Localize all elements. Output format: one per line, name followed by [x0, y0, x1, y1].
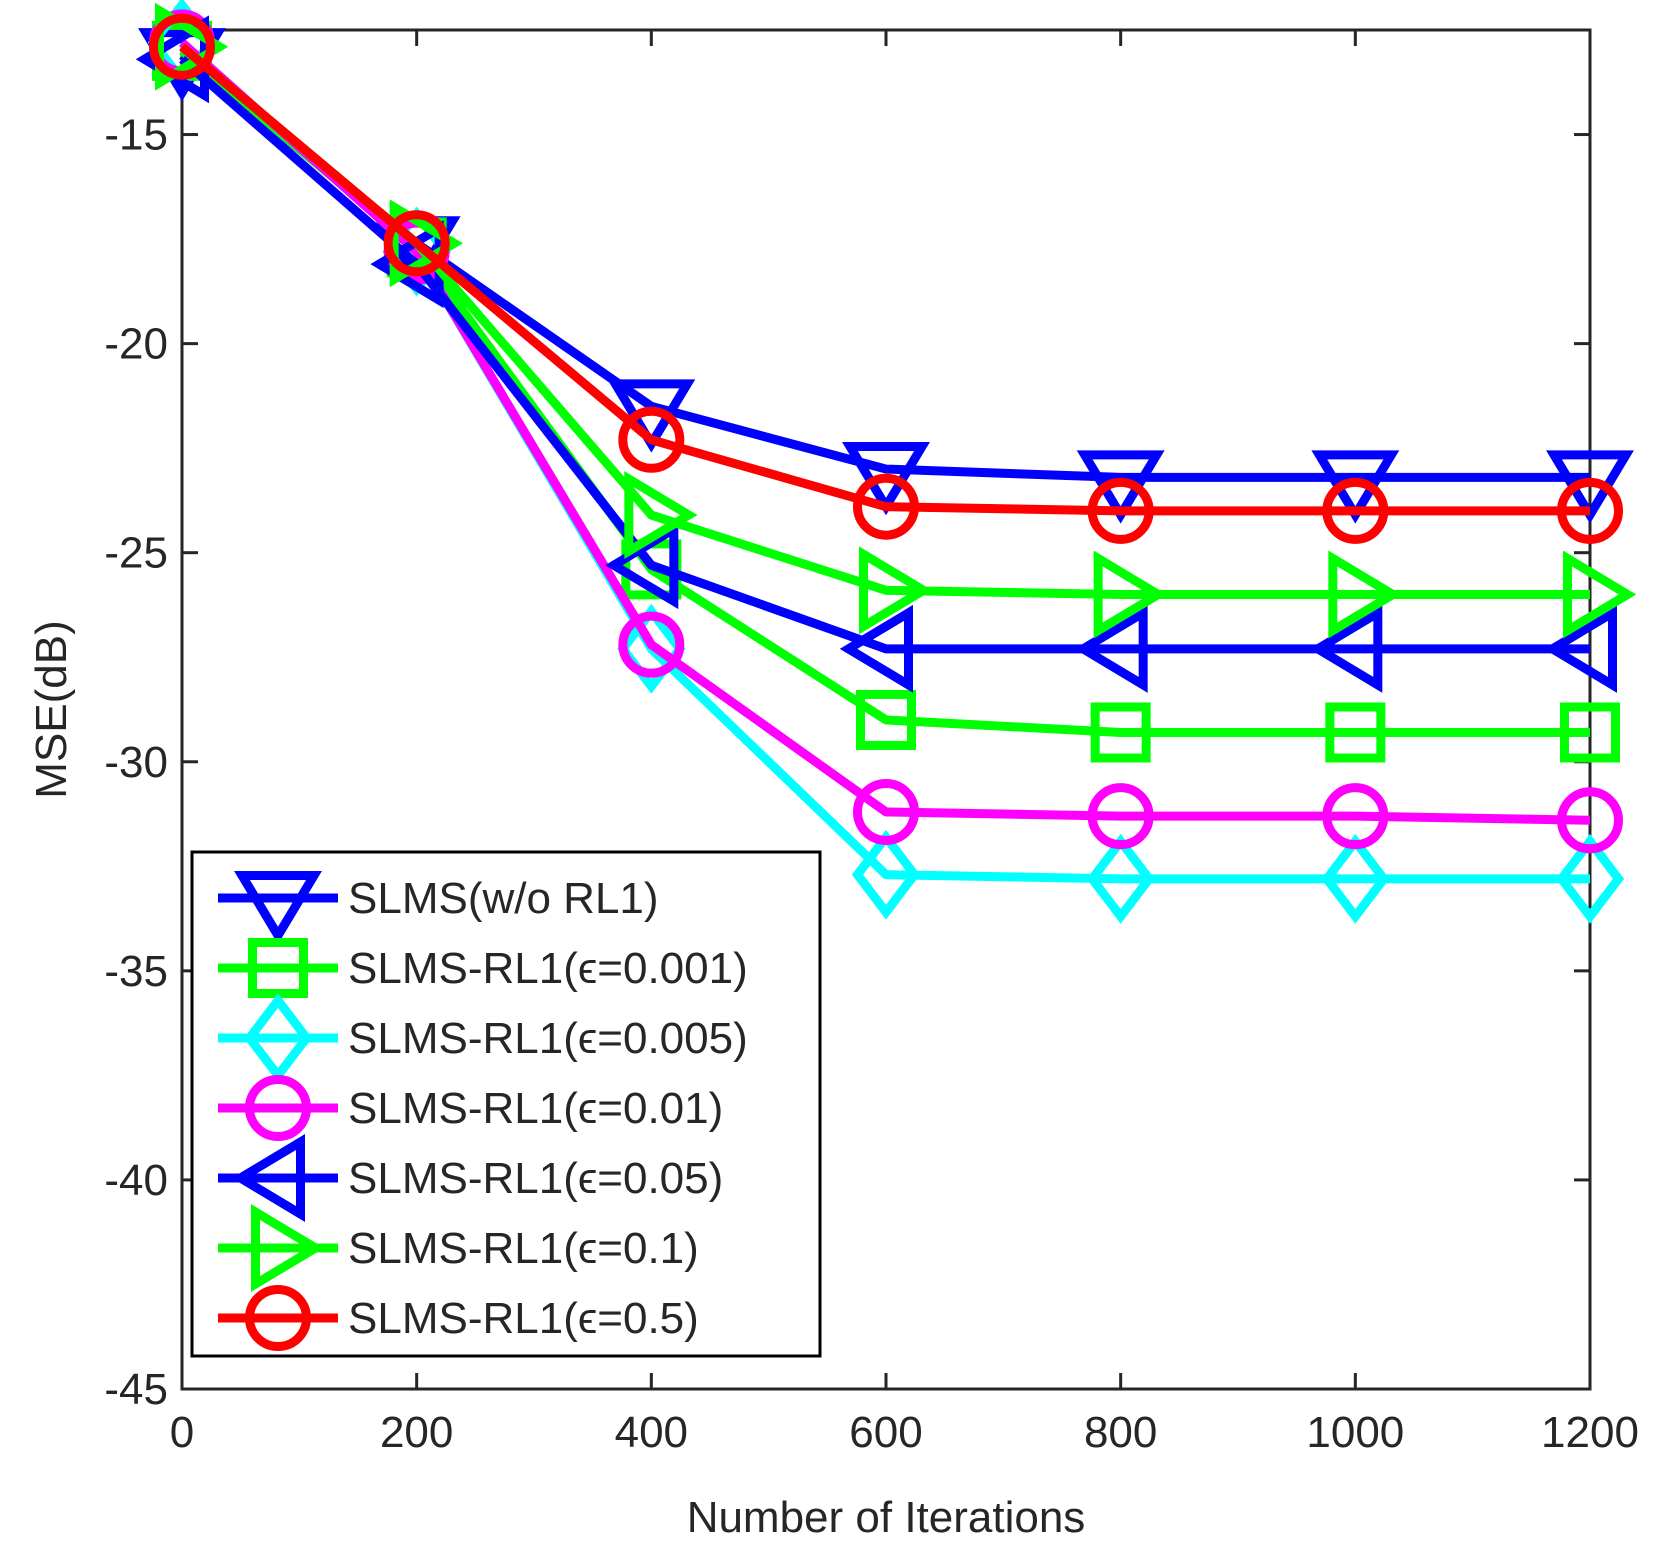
x-tick-label: 1200: [1541, 1408, 1639, 1457]
data-point: [1074, 604, 1148, 693]
legend-entry: SLMS-RL1(ϵ=0.001): [218, 938, 748, 998]
data-point: [1087, 783, 1154, 850]
data-point: [1557, 787, 1623, 854]
data-point: [617, 603, 686, 694]
legend-marker: [245, 1285, 311, 1351]
y-tick-label: -40: [104, 1156, 168, 1205]
data-point: [851, 829, 921, 920]
data-point: [853, 778, 919, 845]
x-tick-label: 1000: [1306, 1408, 1404, 1457]
data-point: [155, 2, 229, 91]
series-line: [179, 43, 1590, 516]
y-tick-label: -35: [104, 947, 168, 996]
legend-label: SLMS(w/o RL1): [348, 874, 659, 923]
data-point: [1560, 702, 1620, 763]
data-point: [1557, 477, 1623, 544]
data-point: [1543, 604, 1617, 693]
data-point: [383, 210, 450, 277]
y-tick-label: -15: [104, 111, 168, 160]
legend-entry: SLMS-RL1(ϵ=0.05): [218, 1134, 723, 1222]
data-point: [1555, 833, 1625, 924]
x-axis-label: Number of Iterations: [687, 1493, 1086, 1542]
data-point: [1321, 833, 1390, 924]
axis-ticks: 0 200 400 600 800 1000 1200 -45 -40 -35 -30 -25 -20 -…: [104, 30, 1639, 1457]
x-tick-label: 800: [1084, 1408, 1157, 1457]
y-tick-label: -20: [104, 320, 168, 369]
data-point: [1093, 550, 1167, 639]
data-point: [1563, 550, 1637, 639]
legend-entry: SLMS-RL1(ϵ=0.5): [218, 1285, 699, 1351]
x-tick-label: 200: [380, 1408, 453, 1457]
y-tick-label: -30: [104, 738, 168, 787]
data-point: [1090, 702, 1151, 763]
data-point: [859, 546, 933, 635]
legend-label: SLMS-RL1(ϵ=0.05): [348, 1154, 723, 1203]
legend-label: SLMS-RL1(ϵ=0.1): [348, 1224, 699, 1273]
legend: SLMS(w/o RL1) SLMS-RL1(ϵ=0.001) SLMS-RL1(ϵ…: [190, 850, 822, 1358]
legend-entry: SLMS-RL1(ϵ=0.1): [218, 1204, 699, 1292]
data-point: [1087, 477, 1154, 544]
legend-entry: SLMS-RL1(ϵ=0.01): [218, 1075, 723, 1141]
legend-marker: [251, 1204, 325, 1292]
data-point: [618, 611, 685, 678]
legend-marker: [234, 871, 322, 945]
series-layer: [135, 0, 1637, 924]
data-point: [149, 13, 215, 80]
data-point: [856, 689, 916, 750]
legend-label: SLMS-RL1(ϵ=0.5): [348, 1294, 699, 1343]
legend-label: SLMS-RL1(ϵ=0.005): [348, 1014, 748, 1063]
data-point: [1086, 833, 1155, 924]
x-tick-label: 0: [170, 1408, 194, 1457]
y-tick-label: -45: [104, 1365, 168, 1414]
x-tick-label: 400: [615, 1408, 688, 1457]
data-point: [853, 473, 919, 540]
series-line: [179, 39, 1591, 825]
series-7: [149, 13, 1623, 544]
legend-label: SLMS-RL1(ϵ=0.001): [348, 944, 748, 993]
data-point: [842, 442, 930, 516]
legend-marker: [231, 1134, 305, 1222]
legend-entry: SLMS(w/o RL1): [218, 871, 659, 945]
data-point: [389, 199, 463, 288]
data-point: [839, 604, 913, 693]
data-point: [1309, 604, 1383, 693]
data-point: [1322, 477, 1389, 544]
y-tick-label: -25: [104, 529, 168, 578]
x-tick-label: 600: [849, 1408, 922, 1457]
data-point: [1322, 783, 1389, 850]
legend-marker: [245, 1075, 311, 1141]
y-axis-label: MSE(dB): [27, 620, 76, 798]
data-point: [624, 471, 698, 560]
data-point: [1328, 550, 1402, 639]
data-point: [1325, 702, 1386, 763]
legend-label: SLMS-RL1(ϵ=0.01): [348, 1084, 723, 1133]
series-4: [149, 9, 1623, 854]
data-point: [618, 406, 685, 473]
